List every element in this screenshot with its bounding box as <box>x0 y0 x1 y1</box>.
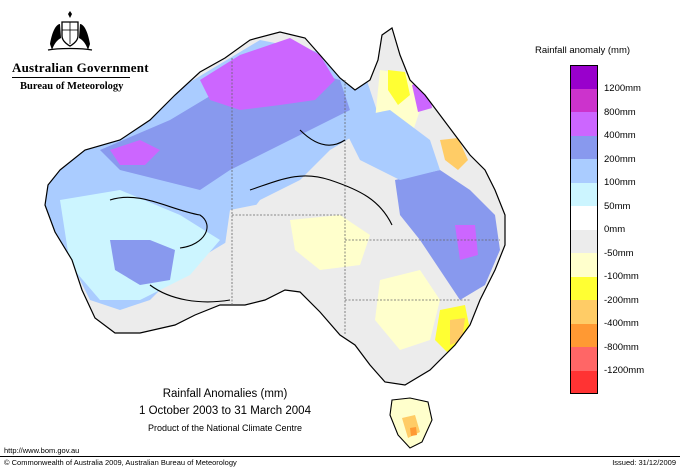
legend-item: 100mm <box>570 159 670 188</box>
legend-swatch <box>570 229 598 253</box>
legend-swatch <box>570 112 598 136</box>
legend-swatch <box>570 347 598 371</box>
map-period: 1 October 2003 to 31 March 2004 <box>139 405 311 417</box>
legend-swatch <box>570 88 598 112</box>
legend-swatch <box>570 323 598 347</box>
legend-item: 200mm <box>570 135 670 165</box>
header-divider <box>12 77 130 78</box>
legend-label: 1200mm <box>604 83 641 94</box>
legend-label: 50mm <box>604 200 631 212</box>
anomaly-200mm-region-east <box>395 170 500 300</box>
mainland <box>44 27 506 386</box>
legend-swatch <box>570 206 598 230</box>
bom-url-link[interactable]: http://www.bom.gov.au <box>4 446 80 455</box>
anomaly-200mm-region-sw <box>110 240 175 285</box>
state-borders <box>231 58 500 335</box>
legend-label: 800mm <box>604 106 636 118</box>
government-name: Australian Government <box>12 60 149 75</box>
anomaly-400mm-region <box>200 38 335 110</box>
legend-item: -200mm <box>570 276 670 306</box>
legend-label: 0mm <box>604 224 626 235</box>
legend-item: -50mm <box>570 229 670 259</box>
anomaly-400mm-region-east <box>455 225 478 260</box>
legend-label: -100mm <box>604 271 639 282</box>
legend-label: -1200mm <box>604 365 645 376</box>
anomaly-minus100-region-se <box>375 270 440 350</box>
legend-item: 800mm <box>570 88 670 118</box>
legend-item: 400mm <box>570 112 670 141</box>
legend-swatch <box>570 65 598 89</box>
footer-divider <box>0 456 680 457</box>
legend-title: Rainfall anomaly (mm) <box>535 45 631 56</box>
legend-swatch <box>570 182 598 206</box>
legend-item: 0mm <box>570 206 670 235</box>
map-product-note: Product of the National Climate Centre <box>147 423 303 433</box>
anomaly-100mm-region-east <box>340 110 440 180</box>
legend-item: -800mm <box>570 323 670 353</box>
issued-date: Issued: 31/12/2009 <box>612 458 676 467</box>
legend-item: 50mm <box>570 182 670 212</box>
tasmania <box>389 397 433 449</box>
legend-swatch <box>570 159 598 183</box>
legend-swatch <box>570 135 598 159</box>
legend-label: 100mm <box>604 177 636 188</box>
legend-label: 200mm <box>604 153 636 165</box>
legend-item <box>570 370 670 394</box>
legend-label: 400mm <box>604 130 636 141</box>
legend-swatch <box>570 370 598 394</box>
legend-swatch <box>570 300 598 324</box>
anomaly-minus200-region-east <box>388 70 410 105</box>
legend-swatch <box>570 253 598 277</box>
legend-label: -200mm <box>604 294 639 306</box>
coat-of-arms-icon <box>47 11 93 51</box>
anomaly-minus400-region-ne <box>440 138 468 170</box>
anomaly-400mm-region-west <box>110 140 160 165</box>
legend-item: -1200mm <box>570 347 670 376</box>
legend-label: -800mm <box>604 341 639 353</box>
legend-item: 1200mm <box>570 65 670 94</box>
legend-label: -50mm <box>604 247 634 259</box>
copyright-text: © Commonwealth of Australia 2009, Austra… <box>4 458 237 467</box>
anomaly-minus100-region <box>290 215 370 270</box>
legend-item: -400mm <box>570 300 670 329</box>
legend-item: -100mm <box>570 253 670 282</box>
legend-swatch <box>570 276 598 300</box>
legend: 1200mm 800mm 400mm 200mm 100mm 50mm 0mm … <box>570 65 670 394</box>
map-title: Rainfall Anomalies (mm) <box>162 388 288 400</box>
zero-contours <box>109 129 393 303</box>
bureau-name: Bureau of Meteorology <box>20 81 124 92</box>
legend-label: -400mm <box>604 318 639 329</box>
